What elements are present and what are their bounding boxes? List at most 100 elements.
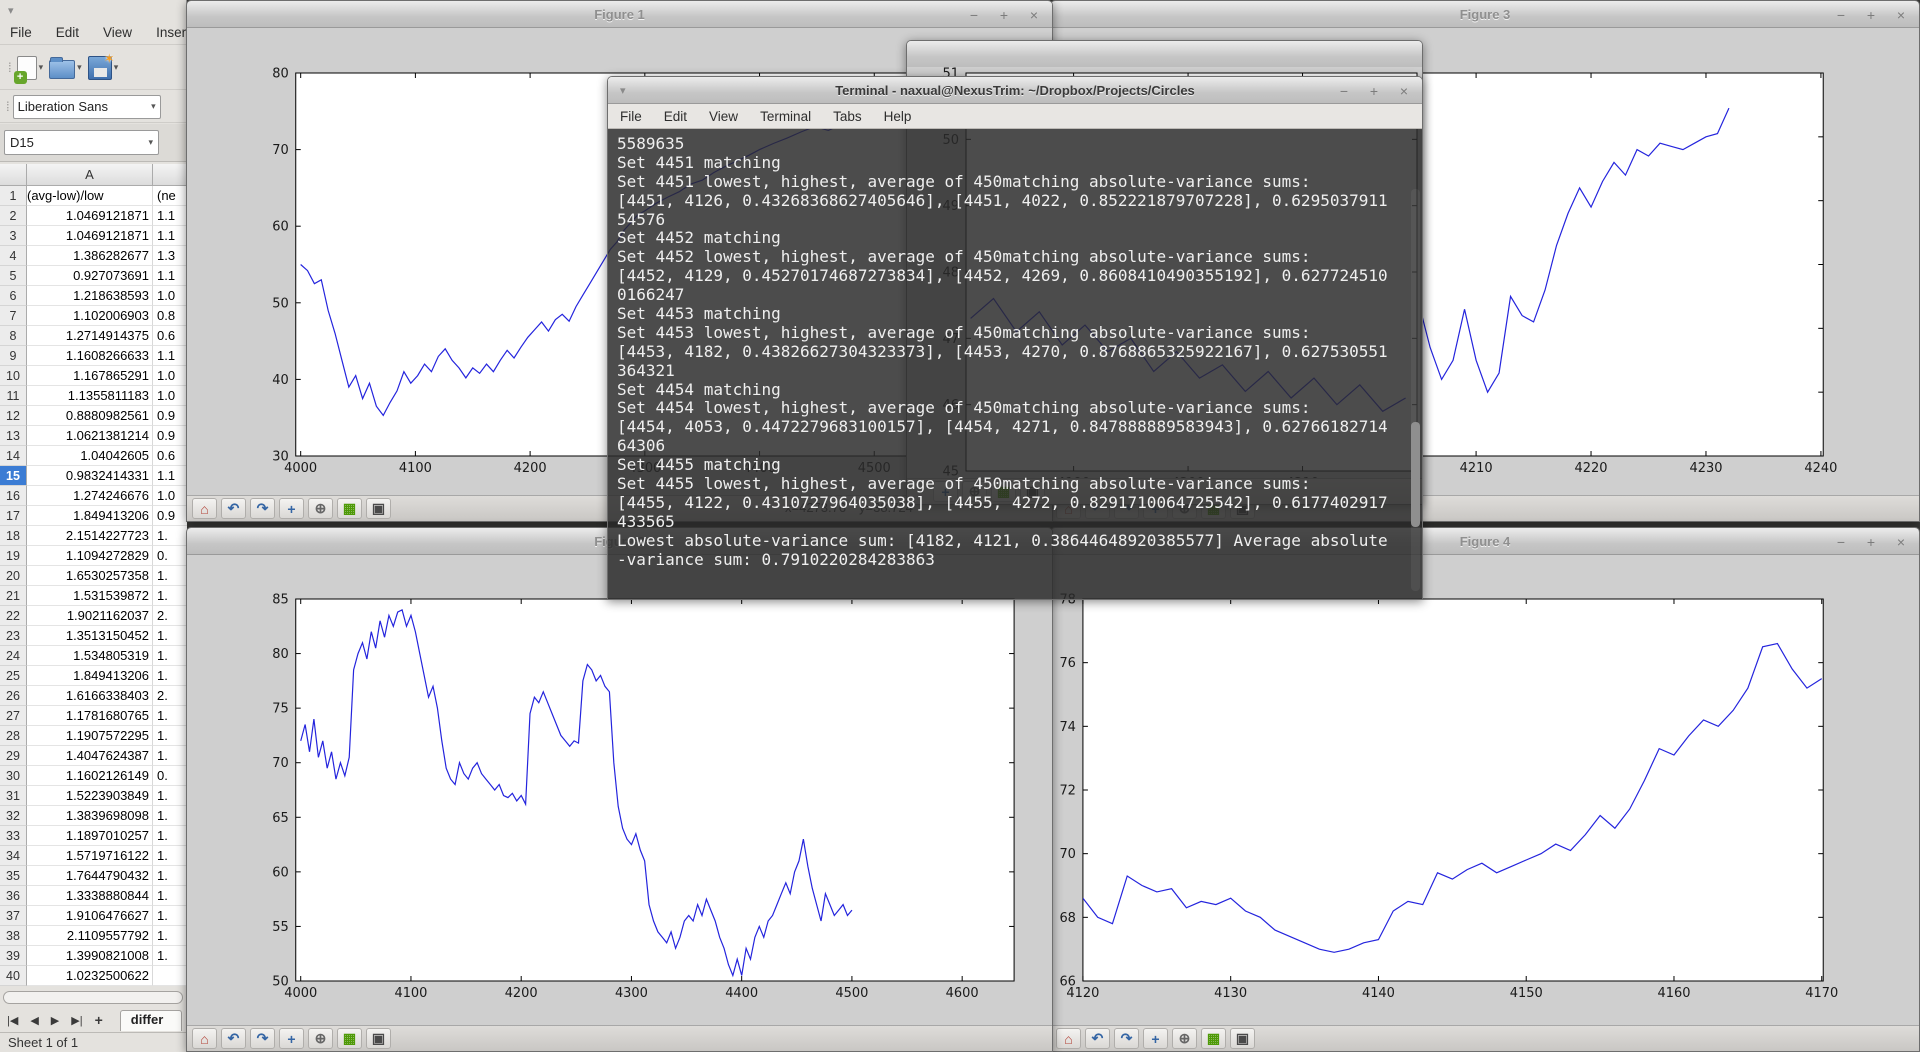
cell-B15[interactable]: 1.1	[153, 466, 187, 486]
cell-B24[interactable]: 1.	[153, 646, 187, 666]
cell-A18[interactable]: 2.1514227723	[27, 526, 153, 546]
row-header-9[interactable]: 9	[0, 346, 27, 366]
row-header-32[interactable]: 32	[0, 806, 27, 826]
row-header-21[interactable]: 21	[0, 586, 27, 606]
maximize-icon[interactable]: +	[1866, 533, 1876, 550]
cell-A40[interactable]: 1.0232500622	[27, 966, 153, 986]
new-document-button[interactable]: ▾	[13, 55, 43, 84]
row-header-6[interactable]: 6	[0, 286, 27, 306]
horizontal-scrollbar[interactable]	[3, 991, 183, 1004]
zoom-icon[interactable]: ⊕	[308, 498, 333, 519]
sheet-tab[interactable]: differ	[119, 1009, 182, 1031]
chevron-down-icon[interactable]: ▾	[151, 101, 156, 111]
cell-A10[interactable]: 1.167865291	[27, 366, 153, 386]
previous-sheet-button[interactable]: ◀	[30, 1014, 39, 1027]
zoom-icon[interactable]: ⊕	[308, 1028, 333, 1049]
row-header-28[interactable]: 28	[0, 726, 27, 746]
row-header-13[interactable]: 13	[0, 426, 27, 446]
cell-B4[interactable]: 1.3	[153, 246, 187, 266]
cell-B25[interactable]: 1.	[153, 666, 187, 686]
cell-A38[interactable]: 2.1109557792	[27, 926, 153, 946]
cell-B17[interactable]: 0.9	[153, 506, 187, 526]
menu-item-edit[interactable]: Edit	[663, 108, 688, 124]
cell-A34[interactable]: 1.5719716122	[27, 846, 153, 866]
cell-A27[interactable]: 1.1781680765	[27, 706, 153, 726]
close-icon[interactable]: ×	[1399, 82, 1409, 99]
cell-A32[interactable]: 1.3839698098	[27, 806, 153, 826]
row-header-8[interactable]: 8	[0, 326, 27, 346]
cell-B34[interactable]: 1.	[153, 846, 187, 866]
cell-A30[interactable]: 1.1602126149	[27, 766, 153, 786]
cell-A19[interactable]: 1.1094272829	[27, 546, 153, 566]
row-header-18[interactable]: 18	[0, 526, 27, 546]
subplots-icon[interactable]: ▦	[1201, 1028, 1226, 1049]
cell-A36[interactable]: 1.3338880844	[27, 886, 153, 906]
minimize-icon[interactable]: −	[1339, 82, 1349, 99]
cell-B7[interactable]: 0.8	[153, 306, 187, 326]
cell-B3[interactable]: 1.1	[153, 226, 187, 246]
cell-B40[interactable]	[153, 966, 187, 986]
window-shade-icon[interactable]: ▾	[620, 85, 626, 97]
menu-item-edit[interactable]: Edit	[55, 24, 80, 40]
figure2-window[interactable]: Figure 2 − + × 4000410042004300440045004…	[186, 527, 1053, 1052]
column-a-header[interactable]: A	[27, 164, 153, 186]
minimize-icon[interactable]: −	[969, 6, 979, 23]
cell-A7[interactable]: 1.102006903	[27, 306, 153, 326]
cell-A22[interactable]: 1.9021162037	[27, 606, 153, 626]
menu-item-file[interactable]: File	[620, 108, 642, 124]
row-header-5[interactable]: 5	[0, 266, 27, 286]
row-header-24[interactable]: 24	[0, 646, 27, 666]
cell-A8[interactable]: 1.2714914375	[27, 326, 153, 346]
cell-A11[interactable]: 1.1355811183	[27, 386, 153, 406]
cell-B35[interactable]: 1.	[153, 866, 187, 886]
row-header-26[interactable]: 26	[0, 686, 27, 706]
row-header-19[interactable]: 19	[0, 546, 27, 566]
cell-B2[interactable]: 1.1	[153, 206, 187, 226]
cell-B18[interactable]: 1.	[153, 526, 187, 546]
hidden-figure-titlebar[interactable]	[907, 41, 1422, 68]
cell-B39[interactable]: 1.	[153, 946, 187, 966]
pan-icon[interactable]: +	[279, 498, 304, 519]
row-header-20[interactable]: 20	[0, 566, 27, 586]
chevron-down-icon[interactable]: ▾	[77, 62, 82, 72]
cell-A13[interactable]: 1.0621381214	[27, 426, 153, 446]
cell-B22[interactable]: 2.	[153, 606, 187, 626]
cell-B8[interactable]: 0.6	[153, 326, 187, 346]
back-icon[interactable]: ↶	[221, 1028, 246, 1049]
cell-A23[interactable]: 1.3513150452	[27, 626, 153, 646]
column-b-header[interactable]	[153, 164, 187, 186]
row-header-29[interactable]: 29	[0, 746, 27, 766]
cell-A25[interactable]: 1.849413206	[27, 666, 153, 686]
row-header-2[interactable]: 2	[0, 206, 27, 226]
cell-B6[interactable]: 1.0	[153, 286, 187, 306]
home-icon[interactable]: ⌂	[192, 498, 217, 519]
row-header-7[interactable]: 7	[0, 306, 27, 326]
last-sheet-button[interactable]: ▶|	[71, 1014, 83, 1027]
row-header-30[interactable]: 30	[0, 766, 27, 786]
add-sheet-button[interactable]: +	[94, 1012, 103, 1028]
row-header-11[interactable]: 11	[0, 386, 27, 406]
cell-B1[interactable]: (ne	[153, 186, 187, 206]
zoom-icon[interactable]: ⊕	[1172, 1028, 1197, 1049]
subplots-icon[interactable]: ▦	[337, 498, 362, 519]
cell-A15[interactable]: 0.9832414331	[27, 466, 153, 486]
back-icon[interactable]: ↶	[1085, 1028, 1110, 1049]
row-header-25[interactable]: 25	[0, 666, 27, 686]
maximize-icon[interactable]: +	[999, 6, 1009, 23]
pan-icon[interactable]: +	[279, 1028, 304, 1049]
cell-B27[interactable]: 1.	[153, 706, 187, 726]
row-header-34[interactable]: 34	[0, 846, 27, 866]
cell-A9[interactable]: 1.1608266633	[27, 346, 153, 366]
cell-A4[interactable]: 1.386282677	[27, 246, 153, 266]
next-sheet-button[interactable]: ▶	[50, 1014, 60, 1027]
spreadsheet-window[interactable]: ▾ File Edit View Insert ⁞ ▾ ▾ ▾ ⁞ Liberatio…	[0, 0, 187, 1052]
cell-B32[interactable]: 1.	[153, 806, 187, 826]
cell-B14[interactable]: 0.6	[153, 446, 187, 466]
close-icon[interactable]: ×	[1029, 6, 1039, 23]
cell-A17[interactable]: 1.849413206	[27, 506, 153, 526]
row-header-31[interactable]: 31	[0, 786, 27, 806]
figure1-titlebar[interactable]: Figure 1	[187, 1, 1052, 28]
cell-B10[interactable]: 1.0	[153, 366, 187, 386]
save-icon[interactable]: ▣	[1230, 1028, 1255, 1049]
row-header-3[interactable]: 3	[0, 226, 27, 246]
